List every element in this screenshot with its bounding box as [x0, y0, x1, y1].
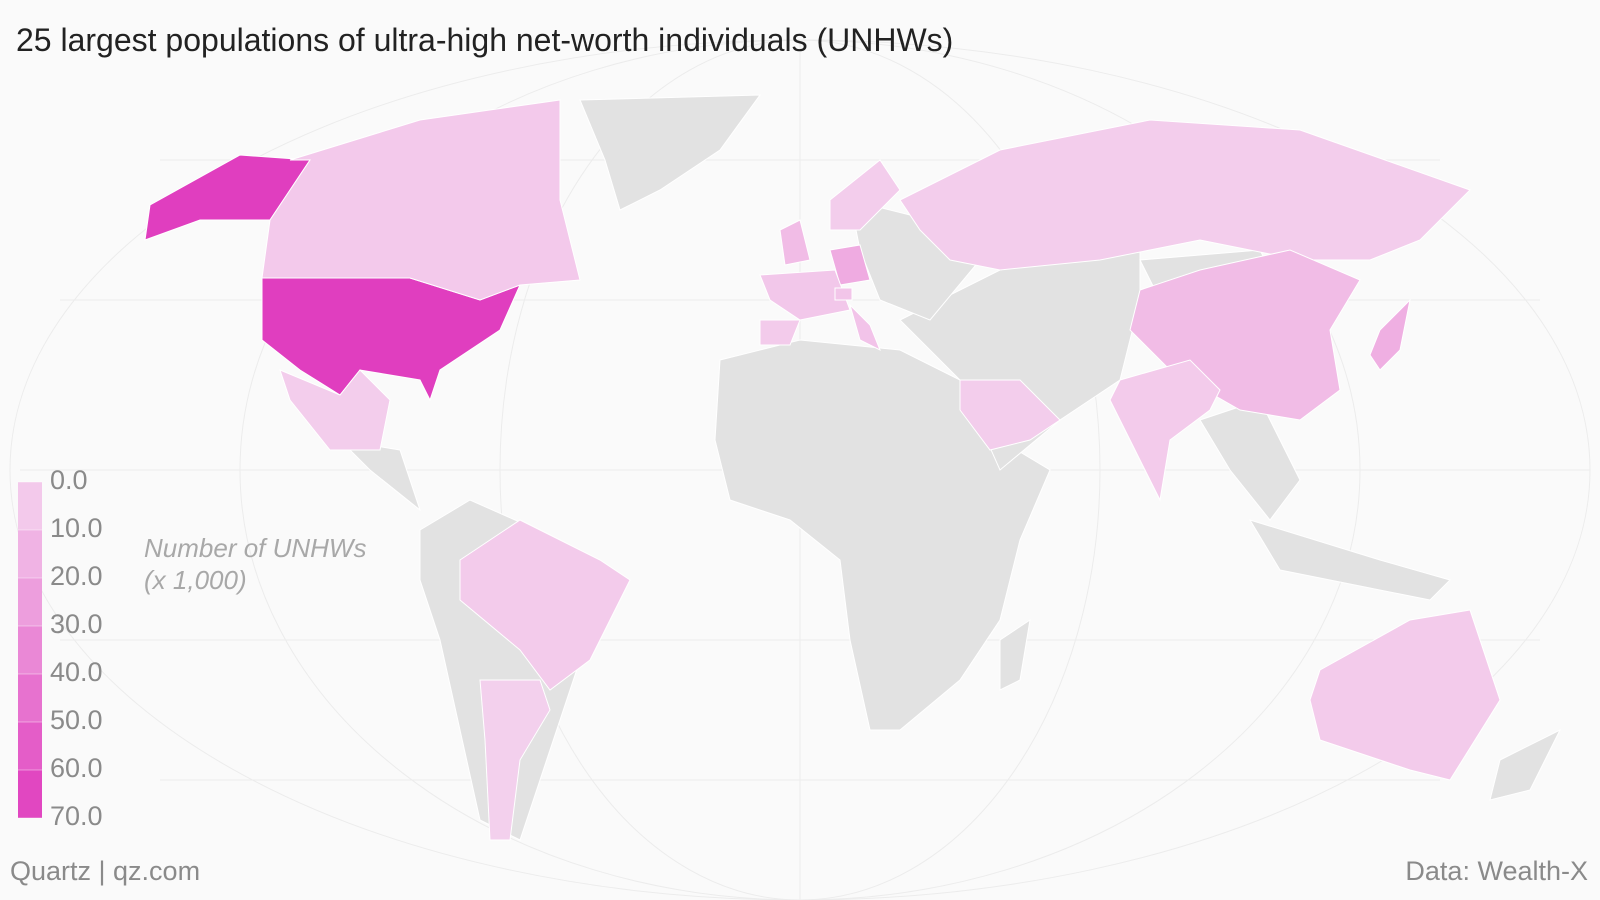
regions [144, 99, 1501, 841]
legend-swatch [18, 578, 42, 626]
region [959, 379, 1061, 451]
legend-swatch [18, 770, 42, 818]
legend-swatch [18, 722, 42, 770]
legend-tick-label: 10.0 [50, 513, 103, 543]
legend-swatch [18, 674, 42, 722]
source-right: Data: Wealth-X [1405, 856, 1588, 886]
region [479, 679, 551, 841]
region [899, 119, 1471, 271]
region [834, 287, 853, 301]
legend-tick-label: 70.0 [50, 801, 103, 831]
legend: 0.0 10.0 20.0 30.0 40.0 50.0 60.0 70.0 [18, 465, 103, 831]
legend-tick-label: 60.0 [50, 753, 103, 783]
region [1109, 359, 1221, 502]
region [459, 519, 631, 691]
region [261, 99, 581, 301]
region [779, 219, 811, 266]
region [759, 319, 801, 346]
source-left: Quartz | qz.com [10, 856, 201, 886]
chart-title: 25 largest populations of ultra-high net… [16, 22, 954, 58]
legend-tick-label: 50.0 [50, 705, 103, 735]
region [279, 369, 391, 451]
legend-tick-label: 40.0 [50, 657, 103, 687]
region [1309, 609, 1501, 781]
legend-swatch [18, 530, 42, 578]
region [848, 303, 881, 352]
legend-tick-label: 30.0 [50, 609, 103, 639]
legend-swatch [18, 482, 42, 530]
region [829, 159, 901, 231]
region [759, 269, 851, 321]
legend-tick-label: 0.0 [50, 465, 88, 495]
region [1369, 298, 1411, 371]
legend-swatch [18, 626, 42, 674]
legend-title: Number of UNHWs (x 1,000) [144, 533, 367, 595]
legend-tick-label: 20.0 [50, 561, 103, 591]
no-data-land [338, 94, 1562, 841]
